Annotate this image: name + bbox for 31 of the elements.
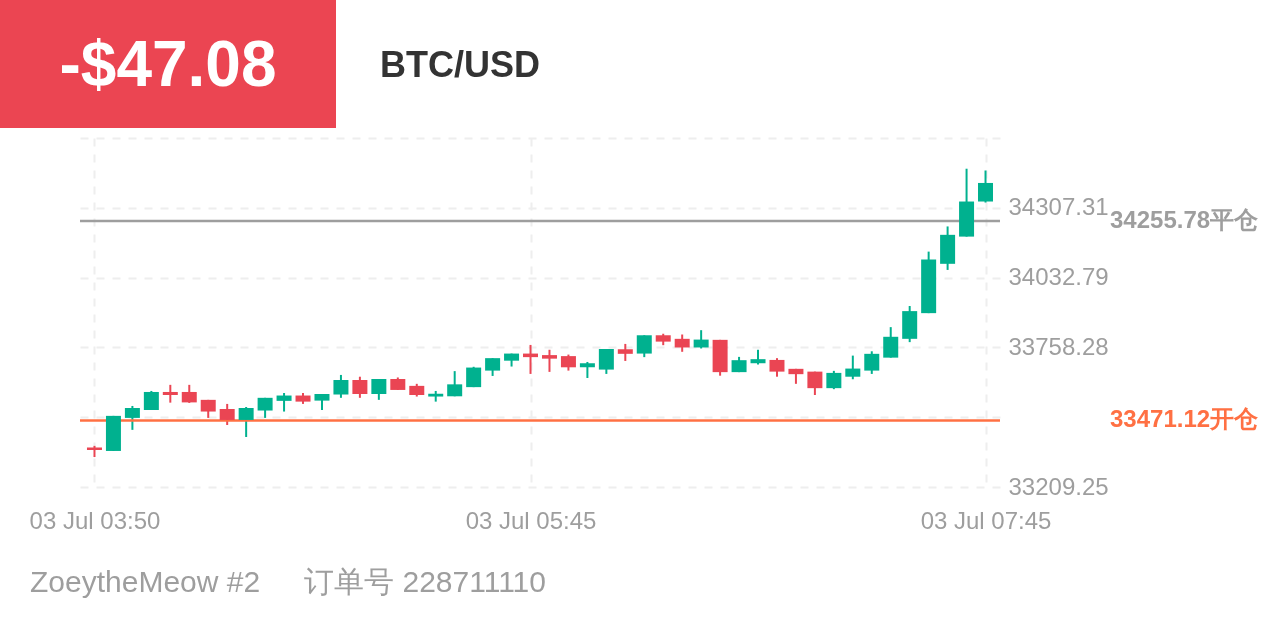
candlestick	[276, 391, 292, 413]
x-tick-label: 03 Jul 03:50	[29, 506, 161, 534]
candlestick	[219, 402, 235, 427]
y-tick-label: 33209.25	[1008, 472, 1109, 500]
y-tick-label: 34307.31	[1008, 193, 1109, 221]
candlestick	[541, 348, 557, 373]
candlestick	[371, 378, 387, 401]
candlestick	[883, 326, 899, 359]
candlestick	[124, 404, 140, 431]
text: ZoeytheMeow #2	[30, 565, 261, 598]
candlestick	[978, 169, 994, 204]
candlestick	[333, 373, 349, 399]
candlestick	[598, 348, 614, 375]
x-tick-label: 03 Jul 05:45	[465, 506, 597, 534]
candlestick	[352, 375, 368, 399]
ref-line-label: 34255.78平仓	[1110, 205, 1260, 233]
y-tick-label: 34032.79	[1008, 263, 1109, 291]
y-tick-label: 33758.28	[1008, 332, 1109, 360]
ref-line-label: 33471.12开仓	[1110, 405, 1260, 433]
candlestick	[447, 370, 463, 398]
candlestick	[238, 405, 254, 438]
candlestick	[181, 383, 197, 404]
candlestick	[845, 354, 861, 381]
price-badge: -$47.08	[0, 0, 336, 128]
chart-title: BTC/USD	[380, 44, 540, 86]
text: 订单号 228711110	[304, 565, 546, 598]
candlestick	[636, 334, 652, 359]
candlestick	[864, 350, 880, 375]
candlestick	[826, 369, 842, 391]
x-tick-label: 03 Jul 07:45	[920, 506, 1052, 534]
candlestick	[769, 357, 785, 378]
